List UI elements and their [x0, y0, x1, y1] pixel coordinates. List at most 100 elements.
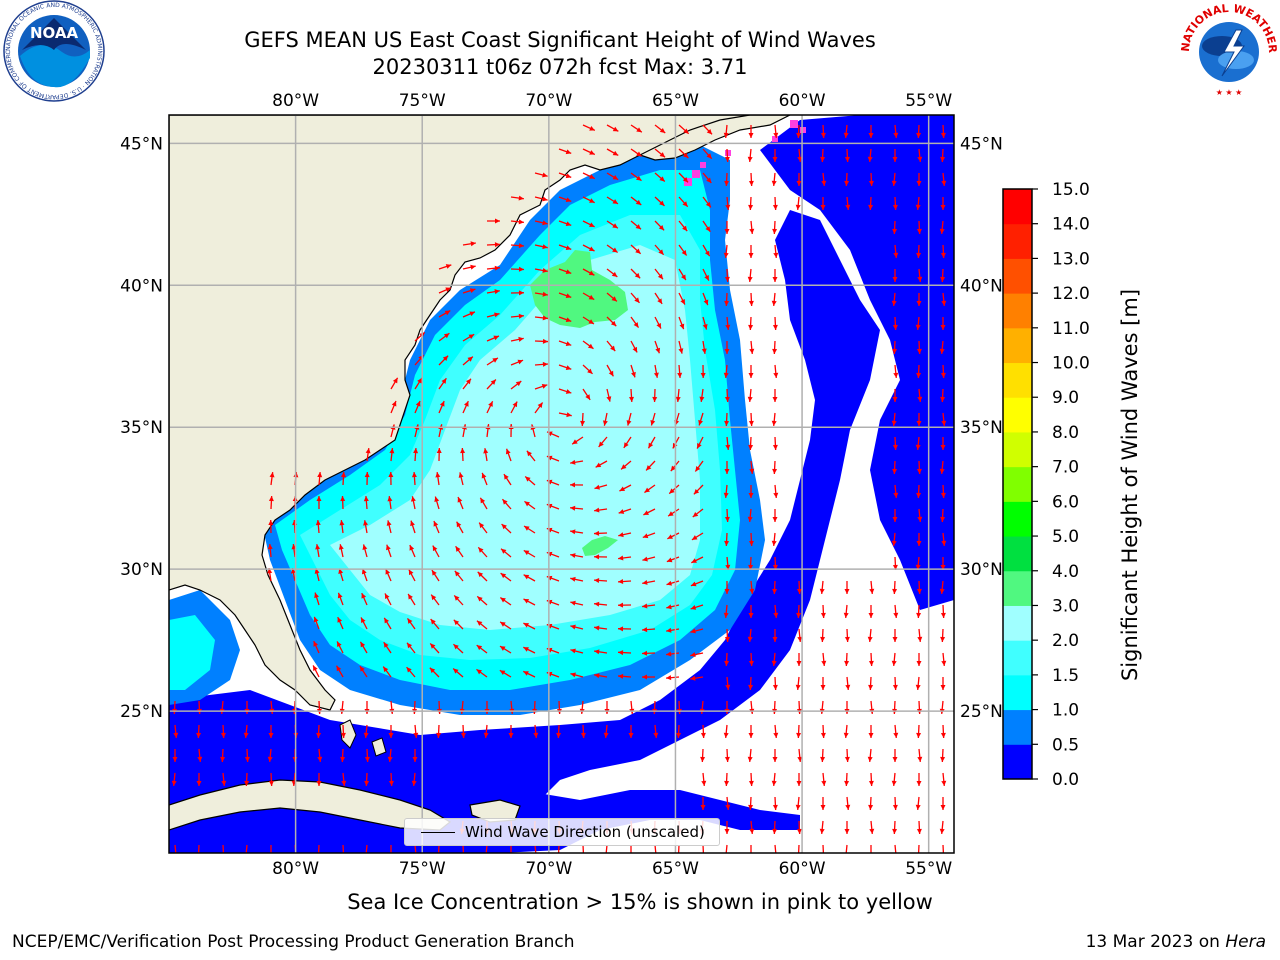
wave-arrow-69 [940, 197, 946, 210]
wave-arrow-305 [363, 495, 369, 510]
wave-arrow-344 [691, 532, 704, 541]
wave-arrow-548 [220, 724, 226, 739]
wave-arrow-78 [678, 220, 688, 232]
wave-arrow-646 [749, 820, 755, 834]
wave-arrow-221 [534, 402, 544, 414]
wave-arrow-392 [642, 579, 656, 585]
wave-arrow-286 [503, 473, 512, 486]
wave-arrow-181 [534, 361, 549, 367]
wave-arrow-289 [569, 482, 584, 488]
lat-tick-right-2: 35°N [960, 418, 1003, 438]
wave-arrow-19 [630, 148, 643, 157]
wave-arrow-121 [438, 287, 452, 294]
wave-arrow-371 [748, 556, 754, 571]
wave-arrow-145 [582, 316, 595, 325]
wave-arrow-468 [523, 646, 536, 654]
wave-arrow-462 [383, 641, 392, 654]
wave-arrow-15 [940, 124, 946, 139]
wave-arrow-569 [723, 724, 729, 738]
wave-arrow-328 [315, 519, 321, 534]
wave-arrow-316 [618, 508, 632, 514]
wave-arrow-499 [617, 673, 632, 679]
wave-arrow-11 [843, 124, 849, 138]
wave-arrow-592 [747, 748, 753, 762]
wave-arrow-399 [819, 580, 825, 594]
wave-arrow-623 [700, 797, 706, 810]
wave-arrow-501 [665, 675, 680, 681]
wave-arrow-444 [594, 625, 608, 631]
wave-arrow-465 [452, 643, 464, 654]
wave-arrow-164 [582, 340, 594, 350]
wave-arrow-299 [916, 484, 922, 499]
wave-arrow-591 [724, 748, 730, 763]
wave-arrow-382 [408, 569, 416, 582]
wave-arrow-664 [390, 845, 392, 853]
wave-arrow-380 [361, 568, 368, 582]
wave-arrow-301 [268, 495, 274, 510]
wave-arrow-28 [844, 148, 850, 163]
wave-arrow-260 [483, 448, 489, 462]
wave-arrow-361 [500, 548, 512, 558]
wave-arrow-230 [748, 412, 754, 427]
wave-arrow-400 [844, 581, 850, 594]
wave-arrow-26 [797, 148, 803, 162]
wave-arrow-125 [534, 291, 548, 297]
wave-arrow-101 [916, 244, 922, 259]
wave-arrow-506 [795, 676, 801, 690]
wave-arrow-271 [749, 460, 755, 474]
wave-arrow-72 [534, 220, 548, 226]
wave-arrow-358 [432, 545, 440, 558]
wave-arrow-603 [221, 772, 227, 786]
wave-arrow-67 [892, 196, 898, 211]
wave-arrow-362 [523, 549, 536, 558]
colorbar-bin-10 [1003, 397, 1032, 433]
colorbar-bin-5 [1003, 570, 1032, 606]
wave-arrow-566 [653, 724, 659, 738]
wave-arrow-186 [653, 364, 659, 378]
wave-arrow-201 [534, 384, 548, 390]
wave-arrow-586 [340, 748, 346, 763]
wave-arrow-398 [796, 580, 802, 595]
wave-arrow-329 [339, 520, 345, 534]
wave-arrow-292 [644, 484, 656, 494]
wave-arrow-341 [618, 532, 632, 538]
wave-arrow-451 [772, 629, 778, 642]
wave-arrow-659 [270, 845, 272, 853]
wave-arrow-81 [749, 220, 755, 234]
wave-arrow-605 [268, 772, 274, 787]
wave-arrow-311 [501, 498, 512, 510]
legend-line-icon [421, 831, 455, 833]
wave-arrow-130 [654, 292, 663, 305]
wave-arrow-359 [455, 545, 464, 558]
wave-arrow-153 [772, 316, 778, 331]
wave-arrow-104 [462, 264, 476, 270]
wave-arrow-210 [747, 388, 753, 402]
land-north-america [169, 115, 761, 711]
wave-arrow-73 [558, 220, 572, 227]
wave-arrow-32 [940, 148, 946, 163]
wave-arrow-287 [524, 475, 536, 486]
colorbar-title: Significant Height of Wind Waves [m] [1118, 288, 1142, 682]
wave-arrow-82 [772, 220, 778, 235]
wave-arrow-107 [534, 268, 548, 273]
wave-arrow-645 [724, 821, 730, 834]
wave-arrow-17 [582, 148, 596, 156]
wave-arrow-474 [666, 651, 680, 657]
wave-arrow-282 [411, 471, 417, 486]
lat-tick-right-4: 25°N [960, 702, 1003, 722]
lat-tick-left-2: 35°N [120, 418, 163, 438]
wave-arrow-372 [772, 556, 778, 571]
wave-arrow-489 [382, 666, 392, 678]
wave-arrow-307 [410, 496, 416, 510]
wave-arrow-315 [594, 507, 608, 513]
wave-arrow-648 [796, 820, 802, 835]
colorbar-bin-13 [1003, 293, 1032, 329]
wave-arrow-411 [453, 594, 464, 606]
wave-arrow-170 [724, 341, 730, 354]
wave-arrow-59 [702, 196, 712, 208]
colorbar-bin-2 [1003, 674, 1032, 711]
wave-arrow-437 [430, 618, 440, 630]
wave-arrow-118 [892, 269, 898, 282]
wave-arrow-312 [524, 500, 536, 510]
colorbar-bin-7 [1003, 501, 1032, 537]
